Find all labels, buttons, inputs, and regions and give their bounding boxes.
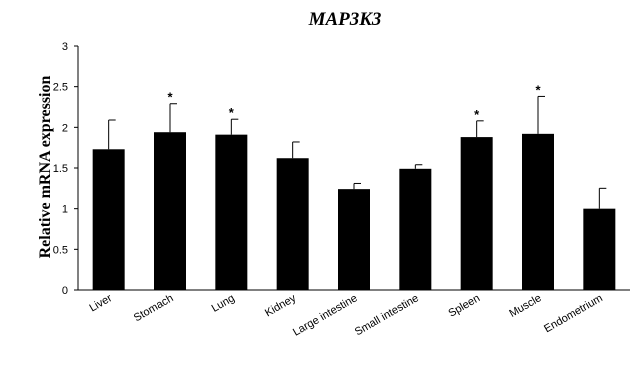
- bar: [338, 189, 370, 290]
- bars: [92, 132, 616, 290]
- bar: [154, 132, 186, 290]
- significance-marker: *: [474, 107, 480, 122]
- error-bars: [108, 95, 607, 209]
- category-label: Lung: [210, 292, 237, 315]
- bar: [215, 134, 248, 290]
- y-axis-label: Relative mRNA expression: [37, 76, 54, 259]
- bar: [460, 137, 493, 290]
- category-label: Endometrium: [542, 292, 605, 335]
- y-tick-label: 0.5: [53, 244, 68, 256]
- category-label: Stomach: [132, 292, 176, 324]
- y-tick-label: 1.5: [53, 163, 68, 175]
- y-tick-label: 0: [62, 285, 68, 297]
- y-tick-label: 3: [62, 41, 68, 53]
- significance-marker: *: [535, 82, 541, 97]
- category-label: Large intestine: [291, 292, 360, 338]
- bar: [522, 133, 554, 290]
- y-tick-label: 2: [62, 122, 68, 134]
- chart-title: MAP3K3: [308, 9, 382, 30]
- y-ticks: 0 0.5 1 1.5 2 2.5 3: [53, 41, 78, 297]
- bar: [399, 168, 432, 290]
- category-label: Spleen: [446, 292, 482, 320]
- significance-marker: *: [167, 90, 173, 105]
- category-label: Kidney: [263, 292, 299, 319]
- significance-marker: *: [229, 105, 235, 120]
- bar: [583, 208, 616, 290]
- y-tick-label: 1: [62, 204, 68, 216]
- bar: [276, 158, 309, 290]
- y-tick-label: 2.5: [53, 82, 68, 94]
- category-label: Liver: [88, 292, 115, 314]
- category-label: Muscle: [507, 292, 543, 320]
- significance-markers: * * * *: [167, 82, 541, 121]
- bar: [92, 149, 125, 290]
- category-label: Small intestine: [353, 292, 421, 338]
